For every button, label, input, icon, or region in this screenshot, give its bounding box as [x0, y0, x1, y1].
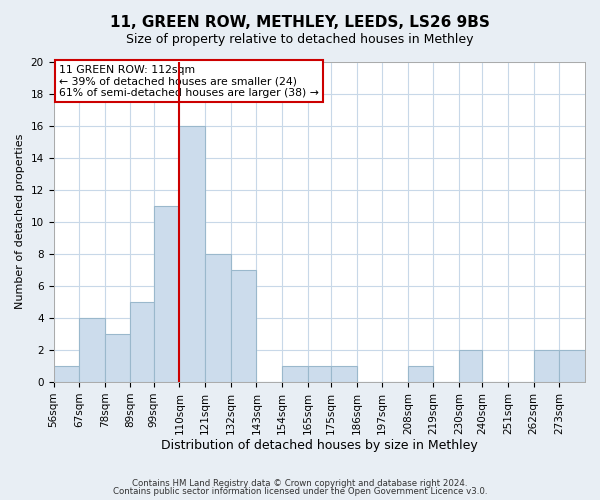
Bar [130, 302, 154, 382]
Bar [53, 366, 79, 382]
Bar [230, 270, 256, 382]
Bar [408, 366, 433, 382]
Text: 11 GREEN ROW: 112sqm
← 39% of detached houses are smaller (24)
61% of semi-detac: 11 GREEN ROW: 112sqm ← 39% of detached h… [59, 64, 319, 98]
Bar [331, 366, 356, 382]
Text: 11, GREEN ROW, METHLEY, LEEDS, LS26 9BS: 11, GREEN ROW, METHLEY, LEEDS, LS26 9BS [110, 15, 490, 30]
Text: Size of property relative to detached houses in Methley: Size of property relative to detached ho… [126, 32, 474, 46]
Bar [308, 366, 331, 382]
X-axis label: Distribution of detached houses by size in Methley: Distribution of detached houses by size … [161, 440, 478, 452]
Bar [79, 318, 105, 382]
Bar [559, 350, 585, 382]
Bar [154, 206, 179, 382]
Text: Contains public sector information licensed under the Open Government Licence v3: Contains public sector information licen… [113, 487, 487, 496]
Bar [205, 254, 230, 382]
Bar [105, 334, 130, 382]
Text: Contains HM Land Registry data © Crown copyright and database right 2024.: Contains HM Land Registry data © Crown c… [132, 478, 468, 488]
Bar [534, 350, 559, 382]
Y-axis label: Number of detached properties: Number of detached properties [15, 134, 25, 310]
Bar [282, 366, 308, 382]
Bar [179, 126, 205, 382]
Bar [459, 350, 482, 382]
